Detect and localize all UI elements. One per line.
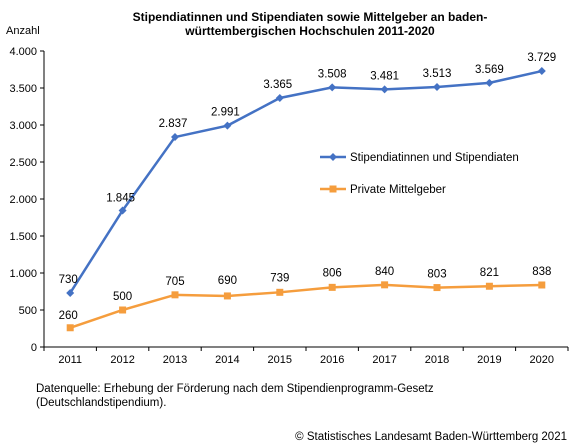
y-ticks: 0 500 1.000 1.500 2.000 2.500 3.000 3.500 4.000 (9, 46, 44, 354)
data-label: 3.513 (423, 68, 452, 80)
chart-title-line2: württembergischen Hochschulen 2011-2020 (184, 24, 435, 38)
data-label: 1.845 (106, 192, 135, 204)
data-point-marker (328, 83, 337, 92)
data-point-marker (537, 67, 546, 76)
legend-label: Private Mittelgeber (350, 184, 446, 196)
y-tick-label: 1.500 (9, 231, 37, 243)
y-tick-label: 3.000 (9, 120, 37, 132)
data-label: 806 (323, 267, 342, 279)
x-tick-label: 2013 (163, 354, 187, 366)
data-point-marker (275, 93, 284, 102)
data-point-marker (276, 288, 284, 296)
series-group: 730 1.845 2.837 2.991 3.365 3.508 3.481 3.513 3.… (59, 52, 556, 332)
data-point-marker (223, 121, 232, 130)
chart-title-line1: Stipendiatinnen und Stipendiaten sowie M… (133, 10, 488, 24)
data-label: 739 (270, 272, 289, 284)
y-tick-label: 500 (19, 305, 37, 317)
y-tick-label: 4.000 (9, 46, 37, 58)
data-label: 2.991 (211, 107, 240, 119)
data-point-marker (433, 284, 441, 292)
series-mittelgeber: 260 500 705 690 739 806 840 803 821 838 (59, 266, 551, 332)
data-label: 705 (165, 276, 184, 288)
data-point-marker (119, 306, 127, 314)
x-tick-label: 2012 (110, 354, 134, 366)
x-tick-label: 2018 (425, 354, 449, 366)
data-point-marker (171, 291, 179, 299)
data-point-marker (66, 288, 75, 297)
x-tick-label: 2015 (268, 354, 292, 366)
y-tick-label: 0 (31, 342, 37, 354)
data-label: 690 (218, 275, 237, 287)
data-source-note: Datenquelle: Erhebung der Förderung nach… (36, 383, 434, 409)
data-label: 730 (59, 274, 78, 286)
x-tick-label: 2020 (530, 354, 554, 366)
x-tick-label: 2014 (215, 354, 239, 366)
data-label: 838 (532, 266, 551, 278)
data-label: 803 (427, 269, 446, 281)
data-point-marker (118, 206, 127, 215)
data-point-marker (485, 282, 493, 290)
data-label: 3.508 (318, 68, 347, 80)
data-label: 821 (480, 267, 499, 279)
data-label: 3.481 (370, 70, 399, 82)
data-point-marker (66, 324, 74, 332)
legend-marker (329, 153, 337, 161)
data-label: 3.365 (263, 79, 292, 91)
data-label: 500 (113, 291, 132, 303)
y-tick-label: 2.000 (9, 194, 37, 206)
data-label: 2.837 (159, 118, 188, 130)
data-label: 840 (375, 266, 394, 278)
data-point-marker (223, 292, 231, 300)
x-tick-label: 2011 (58, 354, 82, 366)
legend-label: Stipendiatinnen und Stipendiaten (350, 152, 519, 164)
y-tick-label: 2.500 (9, 157, 37, 169)
data-point-marker (171, 133, 179, 142)
data-point-marker (433, 83, 441, 92)
data-label: 3.569 (475, 64, 504, 76)
y-tick-label: 1.000 (9, 268, 37, 280)
copyright-note: © Statistisches Landesamt Baden-Württemb… (295, 431, 567, 443)
x-ticks: 2011 2012 2013 2014 2015 2016 2017 2018 2019 2020 (43, 347, 569, 366)
data-label: 260 (59, 310, 78, 322)
y-tick-label: 3.500 (9, 83, 37, 95)
x-tick-label: 2016 (320, 354, 344, 366)
x-tick-label: 2017 (372, 354, 396, 366)
data-point-marker (381, 281, 389, 289)
data-point-marker (380, 85, 389, 94)
y-axis-label: Anzahl (6, 25, 40, 37)
data-point-marker (485, 78, 494, 87)
legend-marker (329, 185, 337, 193)
series-stipendiaten: 730 1.845 2.837 2.991 3.365 3.508 3.481 3.513 3.… (59, 52, 556, 297)
series-line (69, 283, 542, 329)
series-line (69, 69, 543, 294)
legend: Stipendiatinnen und Stipendiaten Private … (320, 152, 519, 196)
data-point-marker (538, 281, 546, 289)
x-tick-label: 2019 (477, 354, 501, 366)
data-label: 3.729 (527, 52, 556, 64)
data-point-marker (328, 283, 336, 291)
